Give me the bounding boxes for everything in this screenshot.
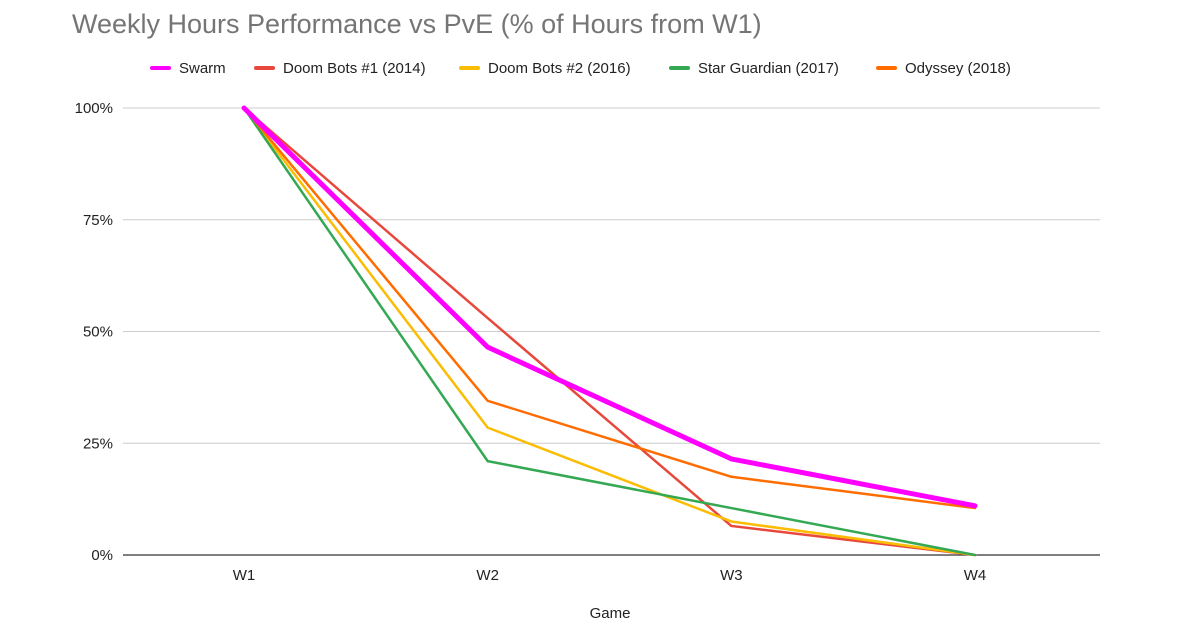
- x-axis: W1 W2 W3 W4: [233, 567, 987, 584]
- y-tick-label: 25%: [83, 435, 113, 452]
- y-tick-label: 0%: [91, 547, 113, 564]
- series-line-doom-bots-2-2016: [242, 106, 977, 557]
- x-tick-label: W2: [476, 567, 499, 584]
- x-tick-label: W1: [233, 567, 256, 584]
- legend-item: Odyssey (2018): [876, 60, 1011, 77]
- series-line-odyssey-2018: [242, 106, 977, 510]
- x-tick-label: W4: [964, 567, 987, 584]
- x-axis-label: Game: [590, 605, 631, 622]
- legend-label: Odyssey (2018): [905, 60, 1011, 77]
- y-axis: 0% 25% 50% 75% 100%: [75, 100, 113, 564]
- series-line-star-guardian-2017: [242, 106, 977, 557]
- series-line-swarm: [241, 105, 978, 509]
- y-tick-label: 50%: [83, 324, 113, 341]
- y-tick-label: 100%: [75, 100, 113, 117]
- legend-item: Star Guardian (2017): [669, 60, 839, 77]
- legend-item: Swarm: [150, 60, 226, 77]
- x-tick-label: W3: [720, 567, 743, 584]
- legend-item: Doom Bots #2 (2016): [459, 60, 631, 77]
- series-line-doom-bots-1-2014: [242, 106, 977, 557]
- legend-label: Swarm: [179, 60, 226, 77]
- legend-item: Doom Bots #1 (2014): [254, 60, 426, 77]
- plot-area: [241, 105, 978, 557]
- legend-label: Doom Bots #2 (2016): [488, 60, 631, 77]
- y-tick-label: 75%: [83, 212, 113, 229]
- chart-title: Weekly Hours Performance vs PvE (% of Ho…: [72, 9, 762, 39]
- legend: Swarm Doom Bots #1 (2014) Doom Bots #2 (20…: [150, 60, 1011, 77]
- legend-label: Doom Bots #1 (2014): [283, 60, 426, 77]
- legend-label: Star Guardian (2017): [698, 60, 839, 77]
- grid: [123, 107, 1100, 556]
